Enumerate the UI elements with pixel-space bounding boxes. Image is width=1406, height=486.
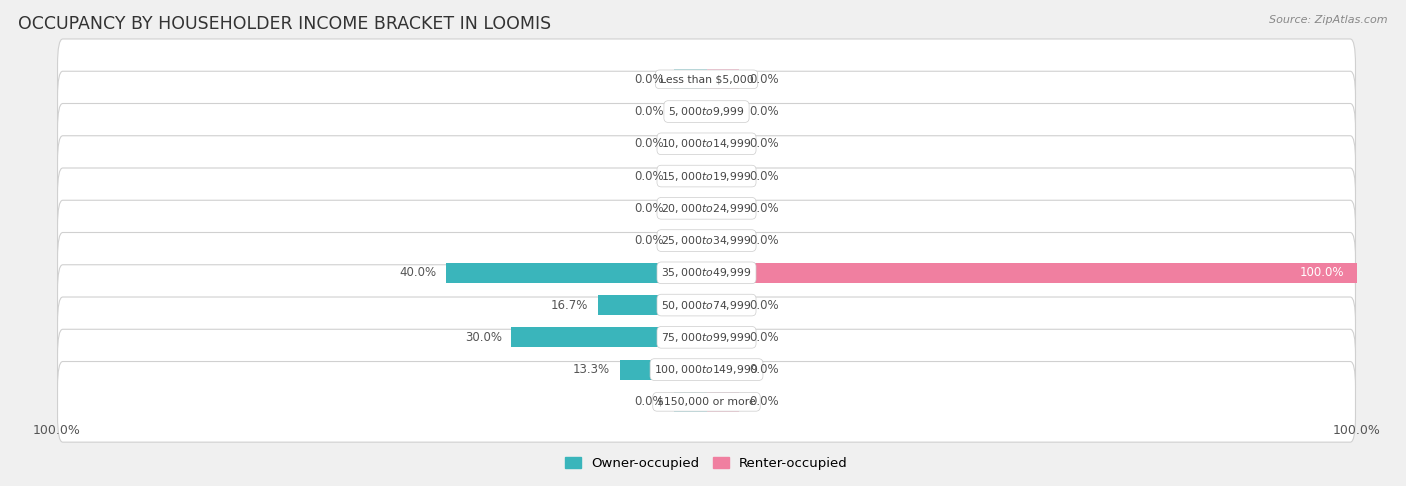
FancyBboxPatch shape bbox=[58, 330, 1355, 410]
Bar bbox=[673, 198, 707, 218]
Text: $75,000 to $99,999: $75,000 to $99,999 bbox=[661, 331, 752, 344]
Bar bbox=[707, 328, 740, 347]
FancyBboxPatch shape bbox=[58, 136, 1355, 216]
Text: 0.0%: 0.0% bbox=[634, 170, 664, 183]
Text: 0.0%: 0.0% bbox=[749, 395, 779, 408]
Text: Less than $5,000: Less than $5,000 bbox=[659, 74, 754, 84]
FancyBboxPatch shape bbox=[58, 297, 1355, 378]
FancyBboxPatch shape bbox=[58, 265, 1355, 346]
Text: 0.0%: 0.0% bbox=[749, 138, 779, 150]
Text: $15,000 to $19,999: $15,000 to $19,999 bbox=[661, 170, 752, 183]
Bar bbox=[707, 392, 740, 412]
Bar bbox=[673, 69, 707, 89]
Text: $10,000 to $14,999: $10,000 to $14,999 bbox=[661, 138, 752, 150]
Text: $25,000 to $34,999: $25,000 to $34,999 bbox=[661, 234, 752, 247]
Bar bbox=[673, 102, 707, 122]
Text: 0.0%: 0.0% bbox=[749, 170, 779, 183]
Text: 0.0%: 0.0% bbox=[634, 234, 664, 247]
Text: 0.0%: 0.0% bbox=[634, 105, 664, 118]
FancyBboxPatch shape bbox=[58, 104, 1355, 184]
FancyBboxPatch shape bbox=[58, 200, 1355, 281]
Bar bbox=[707, 263, 1357, 283]
Bar bbox=[707, 166, 740, 186]
Bar bbox=[707, 134, 740, 154]
Bar bbox=[673, 134, 707, 154]
Text: OCCUPANCY BY HOUSEHOLDER INCOME BRACKET IN LOOMIS: OCCUPANCY BY HOUSEHOLDER INCOME BRACKET … bbox=[18, 15, 551, 33]
Bar bbox=[673, 392, 707, 412]
Bar bbox=[673, 230, 707, 251]
Text: 100.0%: 100.0% bbox=[1299, 266, 1344, 279]
Bar bbox=[707, 102, 740, 122]
Text: 0.0%: 0.0% bbox=[749, 202, 779, 215]
Bar bbox=[598, 295, 707, 315]
Text: $5,000 to $9,999: $5,000 to $9,999 bbox=[668, 105, 745, 118]
Bar bbox=[707, 360, 740, 380]
Text: 0.0%: 0.0% bbox=[634, 73, 664, 86]
FancyBboxPatch shape bbox=[58, 232, 1355, 313]
FancyBboxPatch shape bbox=[58, 39, 1355, 120]
FancyBboxPatch shape bbox=[58, 168, 1355, 249]
Text: Source: ZipAtlas.com: Source: ZipAtlas.com bbox=[1270, 15, 1388, 25]
Text: 0.0%: 0.0% bbox=[634, 395, 664, 408]
Text: 0.0%: 0.0% bbox=[634, 202, 664, 215]
Text: 30.0%: 30.0% bbox=[464, 331, 502, 344]
Bar bbox=[620, 360, 707, 380]
Bar bbox=[707, 198, 740, 218]
FancyBboxPatch shape bbox=[58, 362, 1355, 442]
Legend: Owner-occupied, Renter-occupied: Owner-occupied, Renter-occupied bbox=[560, 451, 853, 475]
Text: 0.0%: 0.0% bbox=[749, 331, 779, 344]
Text: 0.0%: 0.0% bbox=[749, 105, 779, 118]
Text: 0.0%: 0.0% bbox=[749, 363, 779, 376]
Bar bbox=[707, 295, 740, 315]
Text: 40.0%: 40.0% bbox=[399, 266, 437, 279]
Text: 0.0%: 0.0% bbox=[749, 73, 779, 86]
Bar bbox=[512, 328, 707, 347]
Bar bbox=[707, 230, 740, 251]
Bar bbox=[673, 166, 707, 186]
Bar bbox=[447, 263, 707, 283]
Text: $50,000 to $74,999: $50,000 to $74,999 bbox=[661, 298, 752, 312]
Text: 13.3%: 13.3% bbox=[574, 363, 610, 376]
Text: $35,000 to $49,999: $35,000 to $49,999 bbox=[661, 266, 752, 279]
Text: 0.0%: 0.0% bbox=[634, 138, 664, 150]
Text: 16.7%: 16.7% bbox=[551, 298, 588, 312]
Text: 0.0%: 0.0% bbox=[749, 298, 779, 312]
Text: $100,000 to $149,999: $100,000 to $149,999 bbox=[654, 363, 759, 376]
Bar bbox=[707, 69, 740, 89]
FancyBboxPatch shape bbox=[58, 71, 1355, 152]
Text: 0.0%: 0.0% bbox=[749, 234, 779, 247]
Text: $20,000 to $24,999: $20,000 to $24,999 bbox=[661, 202, 752, 215]
Text: $150,000 or more: $150,000 or more bbox=[657, 397, 756, 407]
